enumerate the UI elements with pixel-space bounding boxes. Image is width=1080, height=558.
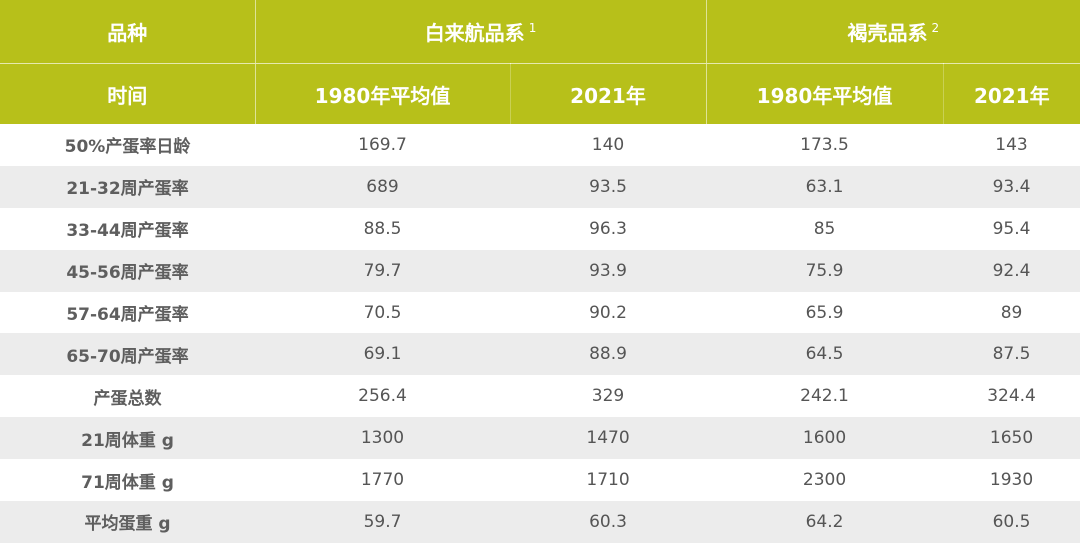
row-label: 50%产蛋率日龄 <box>0 124 255 166</box>
row-label: 71周体重 g <box>0 459 255 502</box>
cell-value: 324.4 <box>943 375 1080 418</box>
cell-value: 140 <box>510 124 707 166</box>
table-header: 品种 白来航品系 1 褐壳品系 2 时间 1980年平均值 2021年 1980年平… <box>0 0 1080 124</box>
cell-value: 70.5 <box>255 291 510 334</box>
cell-value: 69.1 <box>255 333 510 376</box>
header-group-brown-shell-sup: 2 <box>931 21 940 36</box>
cell-value: 75.9 <box>706 249 944 292</box>
cell-value: 59.7 <box>255 501 510 543</box>
cell-value: 79.7 <box>255 249 510 292</box>
row-label: 平均蛋重 g <box>0 501 255 543</box>
table-row: 21周体重 g 1300 1470 1600 1650 <box>0 417 1080 460</box>
cell-value: 1710 <box>510 459 707 502</box>
table-row: 21-32周产蛋率 689 93.5 63.1 93.4 <box>0 165 1080 208</box>
table-row: 45-56周产蛋率 79.7 93.9 75.9 92.4 <box>0 249 1080 292</box>
cell-value: 87.5 <box>943 333 1080 376</box>
cell-value: 93.9 <box>510 249 707 292</box>
cell-value: 1650 <box>943 417 1080 460</box>
table-row: 71周体重 g 1770 1710 2300 1930 <box>0 459 1080 502</box>
cell-value: 256.4 <box>255 375 510 418</box>
header-col-2: 2021年 <box>509 63 707 124</box>
row-label: 21周体重 g <box>0 417 255 460</box>
cell-value: 1470 <box>510 417 707 460</box>
cell-value: 169.7 <box>255 124 510 166</box>
cell-value: 85 <box>706 207 944 250</box>
header-group-white-leghorn-sup: 1 <box>528 21 537 36</box>
header-col-4: 2021年 <box>942 63 1080 124</box>
cell-value: 93.4 <box>943 165 1080 208</box>
table-row: 产蛋总数 256.4 329 242.1 324.4 <box>0 375 1080 418</box>
cell-value: 242.1 <box>706 375 944 418</box>
header-group-brown-shell-label: 褐壳品系 <box>847 21 928 45</box>
cell-value: 88.9 <box>510 333 707 376</box>
cell-value: 173.5 <box>706 124 944 166</box>
cell-value: 1770 <box>255 459 510 502</box>
cell-value: 95.4 <box>943 207 1080 250</box>
cell-value: 64.5 <box>706 333 944 376</box>
data-table: 品种 白来航品系 1 褐壳品系 2 时间 1980年平均值 2021年 1980年平… <box>0 0 1080 543</box>
cell-value: 329 <box>510 375 707 418</box>
header-group-white-leghorn: 白来航品系 1 <box>254 0 707 64</box>
cell-value: 64.2 <box>706 501 944 543</box>
row-label: 33-44周产蛋率 <box>0 207 255 250</box>
table-body: 50%产蛋率日龄 169.7 140 173.5 143 21-32周产蛋率 6… <box>0 124 1080 543</box>
header-row-breed: 品种 白来航品系 1 褐壳品系 2 <box>0 0 1080 64</box>
cell-value: 88.5 <box>255 207 510 250</box>
cell-value: 90.2 <box>510 291 707 334</box>
cell-value: 60.5 <box>943 501 1080 543</box>
cell-value: 63.1 <box>706 165 944 208</box>
cell-value: 93.5 <box>510 165 707 208</box>
header-row-time: 时间 1980年平均值 2021年 1980年平均值 2021年 <box>0 63 1080 124</box>
header-breed-label: 品种 <box>0 0 255 64</box>
cell-value: 60.3 <box>510 501 707 543</box>
table-row: 65-70周产蛋率 69.1 88.9 64.5 87.5 <box>0 333 1080 376</box>
cell-value: 92.4 <box>943 249 1080 292</box>
cell-value: 143 <box>943 124 1080 166</box>
header-col-1: 1980年平均值 <box>254 63 510 124</box>
cell-value: 89 <box>943 291 1080 334</box>
table-row: 50%产蛋率日龄 169.7 140 173.5 143 <box>0 124 1080 166</box>
header-group-white-leghorn-label: 白来航品系 <box>424 21 525 45</box>
table-row: 57-64周产蛋率 70.5 90.2 65.9 89 <box>0 291 1080 334</box>
header-group-brown-shell: 褐壳品系 2 <box>705 0 1080 64</box>
cell-value: 689 <box>255 165 510 208</box>
row-label: 45-56周产蛋率 <box>0 249 255 292</box>
cell-value: 2300 <box>706 459 944 502</box>
header-col-3: 1980年平均值 <box>705 63 944 124</box>
table-row: 33-44周产蛋率 88.5 96.3 85 95.4 <box>0 207 1080 250</box>
cell-value: 65.9 <box>706 291 944 334</box>
row-label: 21-32周产蛋率 <box>0 165 255 208</box>
row-label: 65-70周产蛋率 <box>0 333 255 376</box>
row-label: 57-64周产蛋率 <box>0 291 255 334</box>
row-label: 产蛋总数 <box>0 375 255 418</box>
header-time-label: 时间 <box>0 63 255 124</box>
table-row: 平均蛋重 g 59.7 60.3 64.2 60.5 <box>0 501 1080 543</box>
cell-value: 1600 <box>706 417 944 460</box>
cell-value: 96.3 <box>510 207 707 250</box>
cell-value: 1300 <box>255 417 510 460</box>
cell-value: 1930 <box>943 459 1080 502</box>
